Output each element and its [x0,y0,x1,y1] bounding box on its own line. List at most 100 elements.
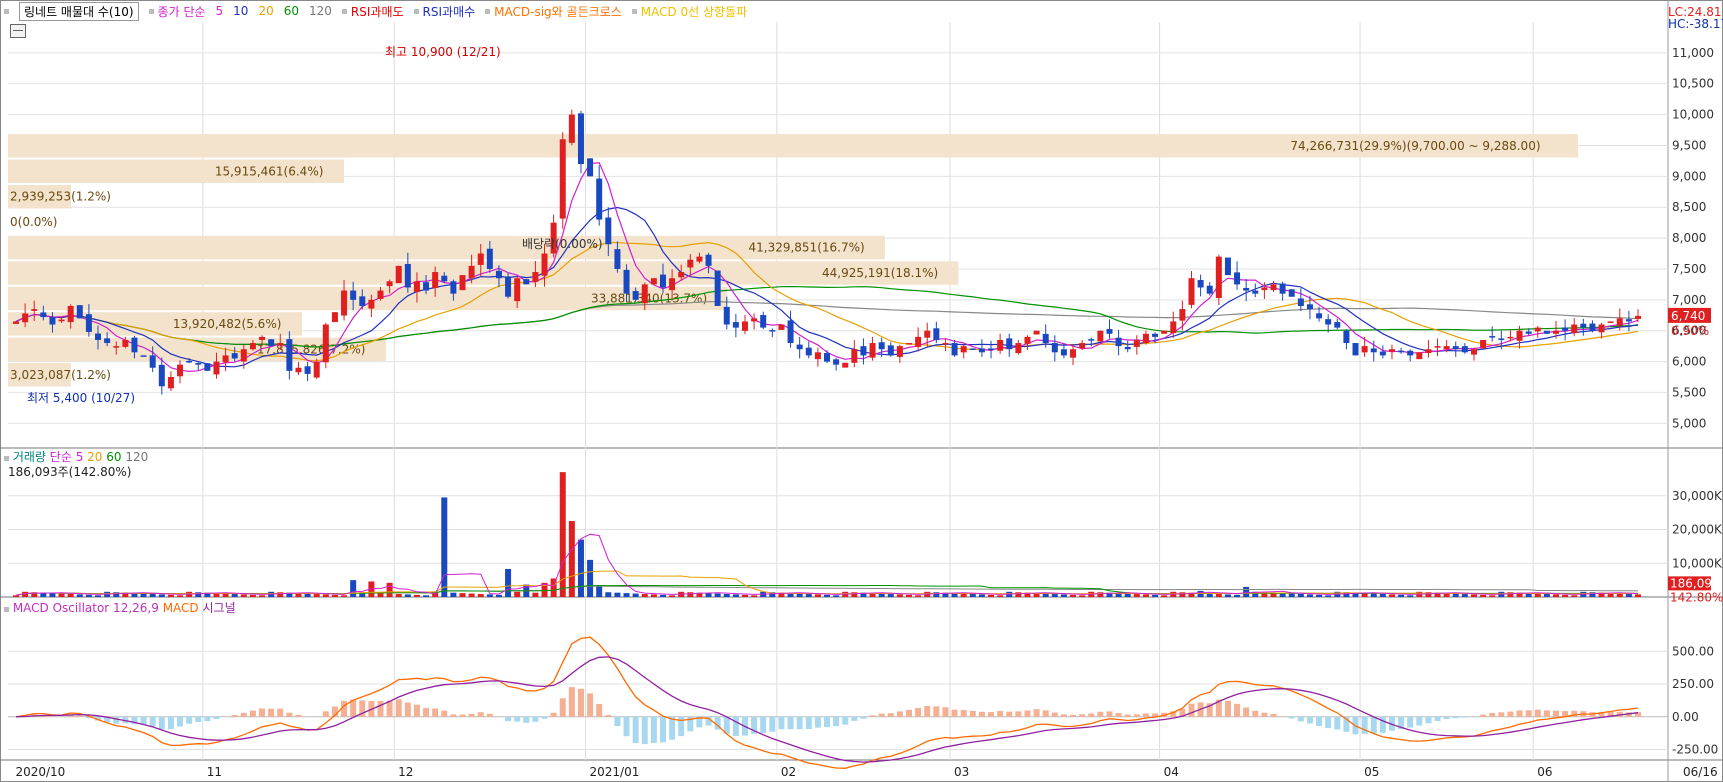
volume-profile-label: 74,266,731(29.9%)(9,700.00 ~ 9,288.00) [1290,139,1540,153]
macd-oscillator-bar [632,716,639,743]
macd-oscillator-bar [1316,716,1323,727]
macd-oscillator-bar [1534,709,1541,717]
macd-oscillator-bar [277,708,284,717]
volume-bar [40,592,47,597]
x-tick-label: 11 [207,765,222,779]
volume-bar [149,593,156,597]
candle-body [249,343,256,350]
macd-oscillator-bar [1206,703,1213,717]
volume-bar [240,594,247,597]
macd-oscillator-bar [1006,711,1013,717]
volume-bar [933,592,940,597]
volume-bar [723,593,730,597]
ma60-line [15,285,1639,348]
macd-oscillator-bar [167,716,174,730]
volume-bar [824,594,830,597]
volume-legend: 거래량 단순 5 20 60 120 [4,448,148,465]
volume-legend-ma5[interactable]: 5 [75,450,84,464]
candle-body [67,306,74,323]
candle-body [523,279,530,285]
volume-bar [1489,595,1496,597]
x-tick-label: 06 [1537,765,1552,779]
candle-body [1635,315,1641,319]
macd-legend-signal[interactable]: 시그널 [202,601,236,615]
signal-line [15,656,1639,763]
volume-legend-ma20[interactable]: 20 [87,450,103,464]
legend-ma5[interactable]: 5 [215,4,224,18]
legend-marker-icon [631,8,637,14]
legend-rsi-oversold[interactable]: RSI과매도 [341,3,404,20]
macd-oscillator-bar [450,714,457,717]
volume-bar [1288,593,1295,597]
candle-body [769,330,776,332]
volume-profile-bar [8,235,885,260]
macd-legend-macd[interactable]: MACD [162,601,199,615]
volume-bar [341,595,348,597]
macd-oscillator-bar [85,716,92,719]
candle-body [322,324,329,363]
volume-legend-ma60[interactable]: 60 [106,450,122,464]
macd-oscillator-bar [997,710,1004,717]
volume-legend-ma[interactable]: 단순 [49,450,72,464]
candle-body [1006,338,1013,350]
candle-body [395,265,402,284]
volume-bar [1179,592,1186,597]
candle-body [1461,346,1468,353]
volume-legend-title[interactable]: 거래량 [12,450,46,464]
volume-bar [1398,594,1405,597]
candle-body [204,363,211,371]
candle-body [705,254,712,266]
macd-oscillator-bar [1507,711,1514,717]
macd-oscillator-bar [359,700,366,717]
table-toggle-icon[interactable] [10,24,26,38]
macd-oscillator-bar [341,700,348,717]
volume-profile-label: 41,329,851(16.7%) [748,241,864,255]
candle-body [1115,337,1122,347]
current-volume-label: 186,093 [1670,576,1720,590]
volume-bar [122,592,129,597]
candle-body [1470,349,1477,355]
macd-oscillator-bar [1525,710,1532,717]
macd-oscillator-bar [1033,709,1040,717]
candle-body [195,363,202,365]
volume-bar [1060,594,1067,597]
volume-bar [960,593,967,597]
chart-title[interactable]: 링네트 매물대 수(10) [19,1,139,21]
legend-ma20[interactable]: 20 [258,4,274,18]
candle-body [550,222,557,254]
volume-bar [304,593,311,597]
macd-oscillator-bar [1461,716,1468,718]
legend-ma-close[interactable]: 종가 단순 [148,3,206,20]
macd-oscillator-bar [67,714,74,717]
candle-body [1370,348,1377,353]
volume-bar [359,592,366,597]
candle-body [222,355,229,363]
legend-label: 종가 단순 [157,4,206,19]
macd-oscillator-bar [678,716,685,737]
volume-bar [851,592,858,597]
legend-ma120[interactable]: 120 [309,4,332,18]
legend-macd-golden-cross[interactable]: MACD-sig와 골든크로스 [485,3,622,20]
volume-bar [1215,593,1222,597]
candle-body [368,299,375,309]
legend-macd-zero-cross[interactable]: MACD 0선 상향돌파 [631,3,747,20]
macd-oscillator-bar [1489,712,1496,717]
macd-oscillator-bar [523,716,530,723]
macd-legend-oscillator[interactable]: MACD Oscillator 12,26,9 [12,601,159,615]
candle-body [924,330,931,338]
macd-oscillator-bar [942,707,949,717]
legend-rsi-overbought[interactable]: RSI과매수 [413,3,475,20]
current-volume-badge [1668,576,1711,591]
candle-body [1261,287,1268,291]
candle-body [1097,330,1104,342]
macd-oscillator-bar [933,706,940,717]
volume-legend-ma120[interactable]: 120 [125,450,149,464]
volume-bar [1142,594,1149,597]
macd-oscillator-bar [1416,716,1423,726]
candle-body [1297,298,1304,306]
legend-ma10[interactable]: 10 [233,4,249,18]
dividend-marker-label: 배당락(0.00%) [522,237,603,251]
legend-ma60[interactable]: 60 [283,4,300,18]
volume-bar [386,582,393,597]
volume-bar [459,593,466,597]
